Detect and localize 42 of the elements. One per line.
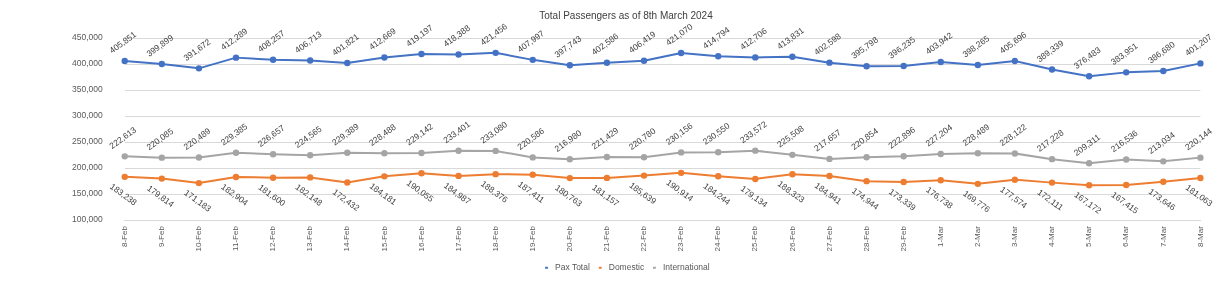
x-tick-label: 7-Mar bbox=[1158, 225, 1168, 248]
x-tick-label: 11-Feb bbox=[231, 225, 241, 251]
x-tick-label: 8-Feb bbox=[119, 225, 129, 248]
x-tick-label: 2-Mar bbox=[973, 225, 983, 248]
x-tick-label: 1-Mar bbox=[935, 225, 945, 248]
y-tick-label: 450,000 bbox=[71, 32, 103, 43]
x-tick-label: 20-Feb bbox=[565, 225, 575, 252]
y-tick-label: 350,000 bbox=[71, 84, 103, 95]
x-tick-label: 22-Feb bbox=[639, 225, 649, 252]
x-tick-label: 24-Feb bbox=[713, 225, 723, 252]
x-tick-label: 26-Feb bbox=[787, 225, 797, 252]
x-tick-label: 9-Feb bbox=[157, 225, 167, 248]
x-tick-label: 12-Feb bbox=[268, 225, 278, 252]
x-tick-label: 19-Feb bbox=[527, 225, 537, 252]
x-tick-label: 14-Feb bbox=[342, 225, 352, 252]
x-tick-label: 17-Feb bbox=[453, 225, 463, 252]
y-tick-label: 300,000 bbox=[71, 110, 103, 121]
legend-label: Pax Total bbox=[555, 262, 590, 273]
chart-title: Total Passengers as of 8th March 2024 bbox=[539, 9, 714, 21]
x-tick-label: 21-Feb bbox=[602, 225, 612, 252]
x-tick-label: 23-Feb bbox=[676, 225, 686, 252]
x-tick-label: 6-Mar bbox=[1121, 225, 1131, 248]
y-tick-label: 250,000 bbox=[71, 136, 103, 147]
x-tick-label: 27-Feb bbox=[824, 225, 834, 252]
x-tick-label: 28-Feb bbox=[861, 225, 871, 252]
x-tick-label: 3-Mar bbox=[1010, 225, 1020, 248]
x-tick-label: 16-Feb bbox=[416, 225, 426, 252]
x-tick-label: 18-Feb bbox=[490, 225, 500, 252]
x-tick-label: 13-Feb bbox=[305, 225, 315, 252]
legend-label: Domestic bbox=[608, 262, 645, 273]
y-tick-label: 100,000 bbox=[71, 214, 103, 225]
x-tick-label: 25-Feb bbox=[750, 225, 760, 252]
x-tick-label: 5-Mar bbox=[1084, 225, 1094, 248]
x-tick-label: 15-Feb bbox=[379, 225, 389, 252]
y-tick-label: 400,000 bbox=[71, 58, 103, 69]
x-tick-label: 4-Mar bbox=[1047, 225, 1057, 248]
x-tick-label: 29-Feb bbox=[898, 225, 908, 252]
y-tick-label: 200,000 bbox=[71, 162, 103, 173]
y-tick-label: 150,000 bbox=[71, 188, 103, 199]
x-tick-label: 10-Feb bbox=[194, 225, 204, 252]
legend-label: International bbox=[662, 262, 710, 273]
x-tick-label: 8-Mar bbox=[1195, 225, 1205, 248]
